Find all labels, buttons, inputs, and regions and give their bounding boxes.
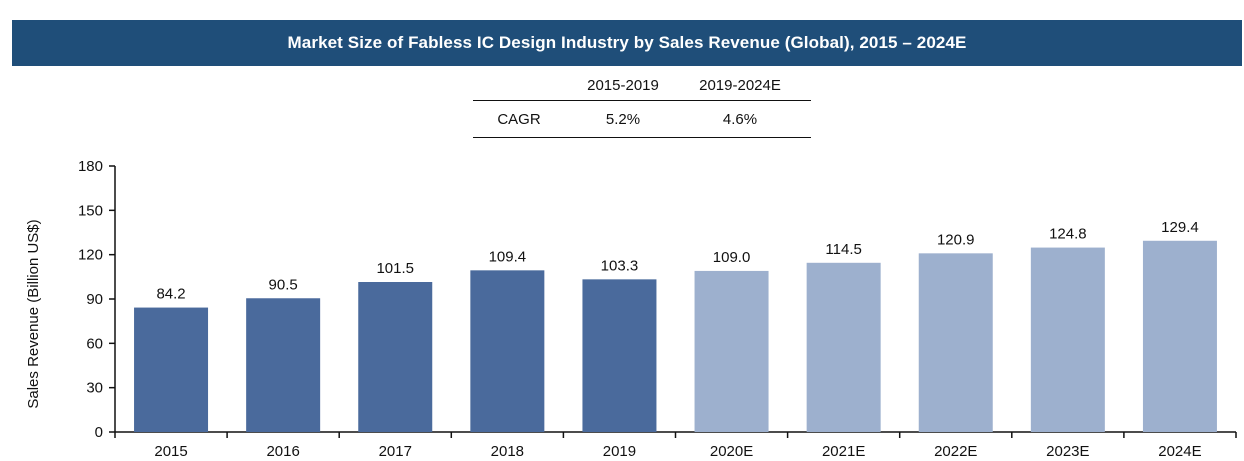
y-axis-title: Sales Revenue (Billion US$) [25,219,42,408]
bar-2015 [134,307,209,432]
y-tick-label: 120 [78,247,103,264]
cagr-header-cell: 2015-2019 [587,76,659,94]
y-axis: 0 30 60 90 120 150 180 [78,158,116,441]
data-label-2022E: 120.9 [937,231,975,248]
data-label-2024E: 129.4 [1161,219,1199,236]
data-label-2021E: 114.5 [825,241,861,258]
y-tick-label: 90 [86,291,103,308]
x-tick-label: 2019 [603,443,636,460]
bar-2019 [582,279,657,432]
cagr-label: CAGR [497,110,541,128]
data-label-2017: 101.5 [376,260,414,277]
x-tick-label: 2017 [379,443,412,460]
data-label-2019: 103.3 [601,257,639,274]
x-axis: 2015 2016 2017 2018 2019 2020E 2021E 2022E 2023E… [114,431,1237,460]
x-tick-label: 2023E [1046,443,1089,460]
data-label-2023E: 124.8 [1049,226,1087,243]
y-tick-label: 150 [78,202,103,219]
bar-2022E [918,253,993,432]
data-label-2018: 109.4 [489,248,527,265]
bar-2018 [470,270,545,432]
cagr-header-cell: 2019-2024E [699,76,781,94]
bar-2016 [246,298,321,432]
cagr-value-row: CAGR 5.2% 4.6% [473,101,811,138]
y-tick-label: 30 [86,380,103,397]
chart-title: Market Size of Fabless IC Design Industr… [287,33,967,52]
x-tick-label: 2018 [491,443,524,460]
chart-title-bar: Market Size of Fabless IC Design Industr… [12,20,1242,66]
y-tick-label: 0 [95,424,103,441]
data-labels: 84.2 90.5 101.5 109.4 103.3 109.0 114.5 120.9 12… [156,219,1198,303]
bar-2023E [1030,247,1105,432]
cagr-table: 2015-2019 2019-2024E CAGR 5.2% 4.6% [473,70,811,138]
bar-2017 [358,282,433,432]
cagr-header-row: 2015-2019 2019-2024E [473,70,811,101]
bar-2024E [1142,240,1217,432]
bar-2020E [694,270,769,432]
cagr-value: 5.2% [605,110,641,128]
data-label-2016: 90.5 [269,276,298,293]
cagr-value: 4.6% [722,110,758,128]
bar-2021E [806,262,881,432]
x-tick-label: 2021E [822,443,865,460]
x-tick-label: 2015 [154,443,187,460]
x-tick-label: 2020E [710,443,753,460]
data-label-2015: 84.2 [156,286,185,303]
data-label-2020E: 109.0 [713,249,751,266]
x-tick-label: 2016 [266,443,299,460]
x-tick-label: 2022E [934,443,977,460]
x-tick-label: 2024E [1158,443,1201,460]
y-tick-label: 180 [78,158,103,175]
y-tick-label: 60 [86,335,103,352]
bars [134,240,1217,432]
